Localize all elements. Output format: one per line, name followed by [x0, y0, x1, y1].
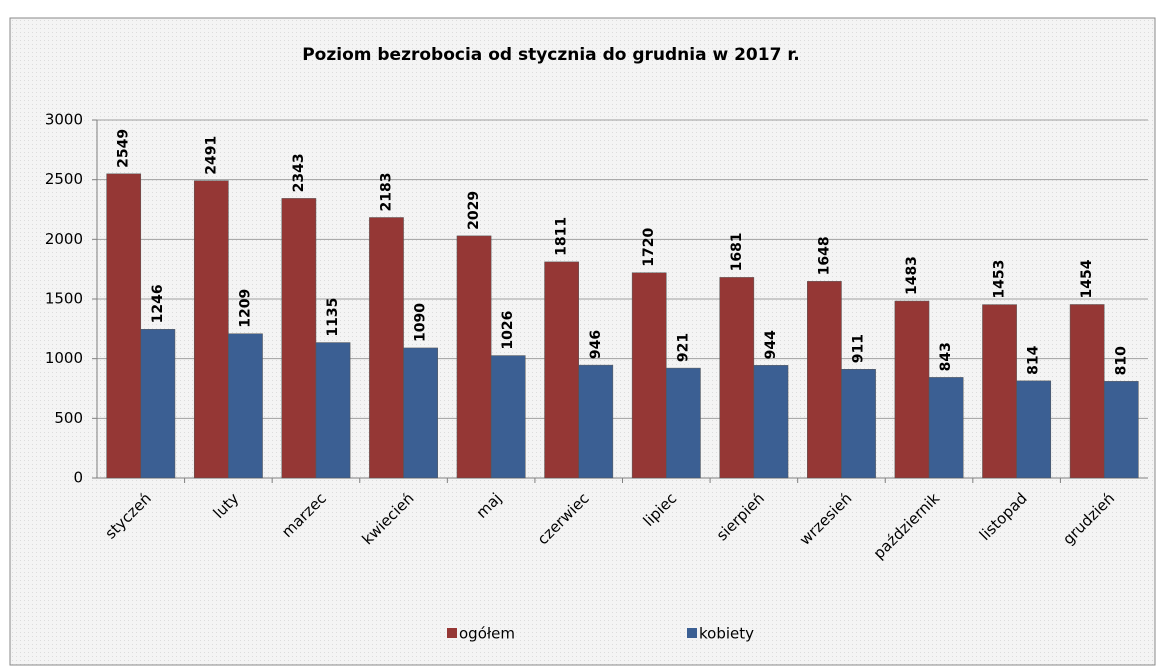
bar	[456, 235, 492, 479]
data-label: 1681	[729, 232, 745, 271]
bar	[228, 333, 263, 479]
bar	[193, 180, 229, 479]
bar	[369, 217, 404, 479]
bar	[928, 377, 964, 479]
chart-title: Poziom bezrobocia od stycznia do grudnia…	[302, 45, 800, 65]
bar	[1103, 381, 1139, 479]
y-tick-label: 500	[54, 409, 83, 427]
bar	[490, 355, 526, 479]
data-label: 2343	[291, 153, 307, 192]
bar	[106, 173, 142, 479]
y-tick-label: 3000	[45, 111, 83, 129]
data-label: 944	[763, 330, 779, 359]
data-label: 2491	[203, 136, 219, 175]
bar	[982, 304, 1017, 479]
bar	[315, 342, 351, 479]
data-label: 1720	[641, 228, 657, 267]
bar	[544, 261, 579, 479]
legend-swatch	[687, 628, 697, 638]
data-label: 810	[1113, 346, 1129, 375]
bar	[894, 300, 930, 479]
data-label: 1026	[500, 311, 516, 350]
data-label: 1648	[816, 236, 832, 275]
data-label: 843	[938, 342, 954, 371]
bar	[719, 277, 755, 479]
bar	[578, 364, 614, 479]
data-label: 1135	[325, 298, 341, 337]
bar	[140, 329, 176, 479]
y-tick-label: 2500	[45, 170, 83, 188]
bar	[281, 198, 317, 479]
y-tick-label: 0	[73, 469, 83, 487]
bar	[1069, 304, 1105, 479]
data-label: 946	[588, 330, 604, 359]
data-label: 1483	[904, 256, 920, 295]
legend-label: ogółem	[459, 625, 515, 643]
bar	[631, 272, 667, 479]
data-label: 911	[851, 334, 867, 363]
data-label: 1090	[413, 303, 429, 342]
data-label: 1209	[237, 289, 253, 328]
bar	[403, 347, 438, 479]
bar	[1016, 380, 1052, 479]
bar	[666, 367, 701, 479]
data-label: 2183	[378, 173, 394, 212]
data-label: 814	[1026, 345, 1042, 374]
bar	[753, 365, 789, 479]
y-tick-label: 1500	[45, 290, 83, 308]
data-label: 1453	[992, 260, 1008, 299]
bar	[807, 281, 842, 479]
data-label: 921	[675, 333, 691, 362]
data-label: 2549	[116, 129, 132, 168]
bar	[841, 369, 876, 479]
legend-label: kobiety	[699, 625, 754, 643]
y-tick-label: 2000	[45, 230, 83, 248]
y-tick-label: 1000	[45, 349, 83, 367]
data-label: 1246	[150, 284, 166, 323]
data-label: 2029	[466, 191, 482, 230]
data-label: 1811	[554, 217, 570, 256]
legend-swatch	[447, 628, 457, 638]
data-label: 1454	[1079, 259, 1095, 298]
